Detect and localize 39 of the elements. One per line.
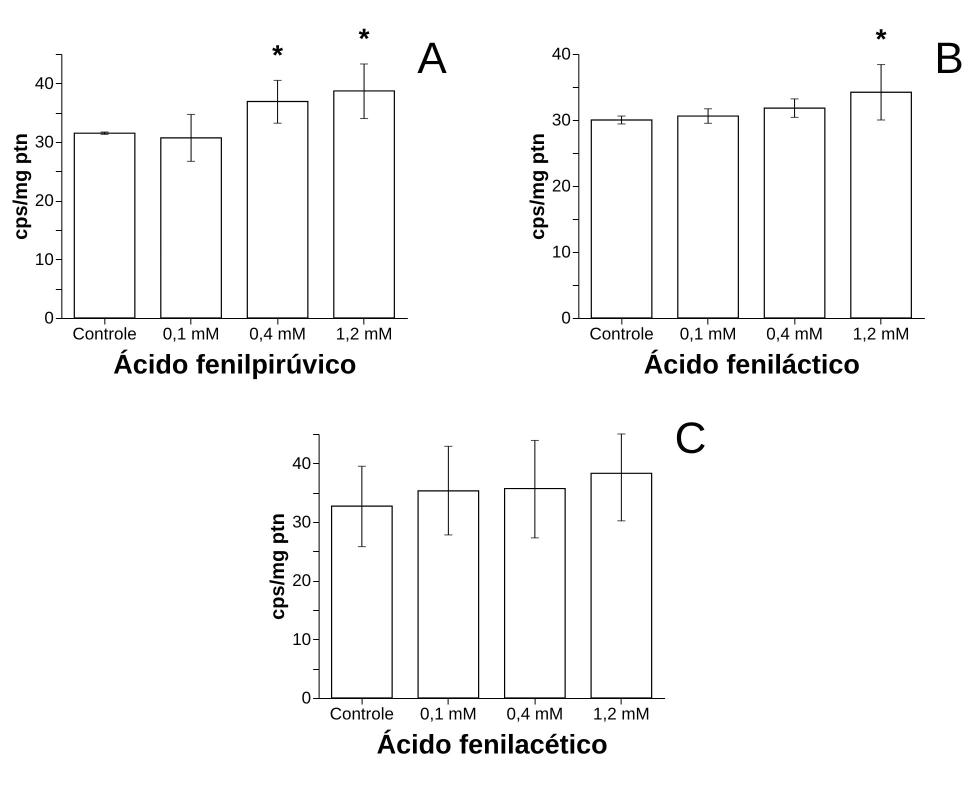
y-tick-label: 30 bbox=[552, 110, 571, 130]
y-tick-label: 40 bbox=[552, 44, 571, 64]
x-axis-title: Ácido feniláctico bbox=[644, 350, 860, 380]
y-tick-label: 0 bbox=[44, 308, 54, 328]
data-label: * bbox=[358, 22, 370, 54]
y-tick-label: 10 bbox=[292, 630, 312, 649]
x-tick-label: Controle bbox=[72, 324, 137, 344]
x-tick-label: 1,2 mM bbox=[593, 704, 650, 724]
y-tick-label: 10 bbox=[552, 242, 571, 262]
x-tick-label: 0,4 mM bbox=[766, 324, 823, 344]
y-tick-label: 0 bbox=[561, 308, 571, 328]
text: C bbox=[674, 414, 706, 463]
y-tick-label: 20 bbox=[292, 571, 312, 590]
x-tick-label: 0,4 mM bbox=[249, 324, 306, 344]
y-tick-label: 0 bbox=[302, 688, 312, 708]
x-tick-label: Controle bbox=[330, 704, 394, 724]
data-label: * bbox=[272, 39, 284, 70]
x-tick-label: 0,4 mM bbox=[506, 704, 564, 724]
y-tick-label: 20 bbox=[34, 191, 54, 210]
x-tick-label: 0,1 mM bbox=[420, 704, 477, 724]
y-tick-label: 30 bbox=[34, 132, 54, 152]
y-axis-title: cps/mg ptn bbox=[10, 133, 32, 240]
y-tick-label: 30 bbox=[292, 512, 312, 532]
x-axis-title: Ácido fenilpirúvico bbox=[113, 350, 356, 380]
y-tick-label: 40 bbox=[34, 74, 54, 93]
text: A bbox=[417, 34, 448, 83]
y-axis-title: cps/mg ptn bbox=[526, 133, 549, 240]
y-axis-title: cps/mg ptn bbox=[267, 513, 290, 620]
x-tick-label: 1,2 mM bbox=[336, 324, 392, 344]
y-tick-label: 10 bbox=[34, 250, 54, 269]
x-tick-label: Controle bbox=[589, 324, 654, 344]
data-label: * bbox=[876, 24, 887, 55]
text: B bbox=[934, 34, 964, 83]
x-tick-label: 0,1 mM bbox=[680, 324, 736, 344]
y-tick-label: 20 bbox=[552, 176, 571, 196]
y-tick-label: 40 bbox=[292, 454, 312, 473]
x-tick-label: 1,2 mM bbox=[852, 324, 910, 344]
x-tick-label: 0,1 mM bbox=[162, 324, 220, 344]
x-axis-title: Ácido fenilacético bbox=[376, 730, 608, 760]
